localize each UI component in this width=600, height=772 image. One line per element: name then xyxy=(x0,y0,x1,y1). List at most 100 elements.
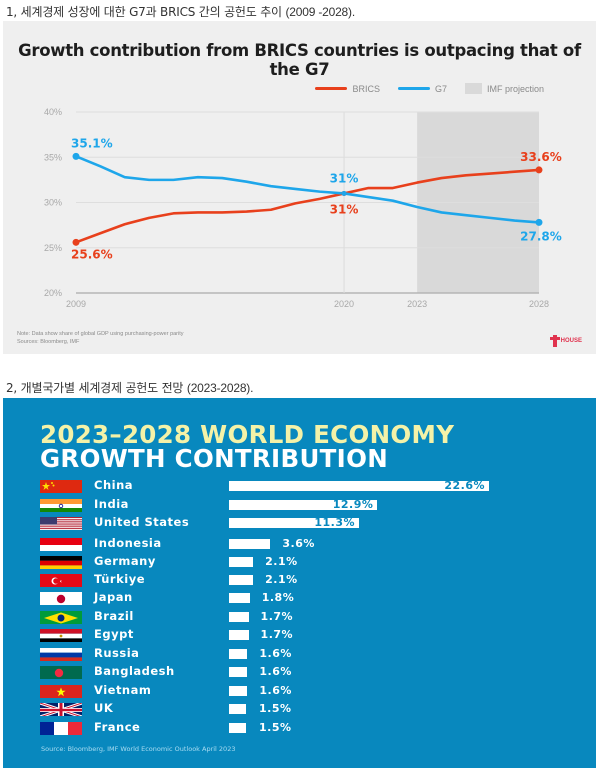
bar-value-label: 2.1% xyxy=(265,555,298,568)
annotation-brics-2020: 31% xyxy=(330,202,359,216)
bar-value-label: 1.5% xyxy=(259,702,292,715)
data-point-g7-2028 xyxy=(535,218,543,226)
bar-row-bangladesh: Bangladesh 1.6% xyxy=(3,663,596,681)
legend-label-brics: BRICS xyxy=(352,83,380,94)
legend-swatch-brics xyxy=(315,87,348,90)
chart1-notes: Note: Data show share of global GDP usin… xyxy=(17,330,184,346)
france-flag-icon xyxy=(40,721,82,735)
data-point-brics-2028 xyxy=(535,166,543,174)
legend-item-projection: IMF projection xyxy=(464,83,544,94)
bar-value-label: 1.8% xyxy=(261,591,295,604)
chart1-sources: Sources: Bloomberg, IMF xyxy=(17,339,80,345)
legend-label-projection: IMF projection xyxy=(486,83,544,94)
bar xyxy=(229,612,249,622)
bar xyxy=(229,686,248,696)
y-tick-label: 30% xyxy=(44,198,62,208)
annotation-brics-2028: 33.6% xyxy=(520,150,562,164)
country-label: Brazil xyxy=(94,609,134,623)
usa-flag-icon xyxy=(40,516,82,530)
russia-flag-icon xyxy=(40,647,82,661)
chart1-note: Note: Data show share of global GDP usin… xyxy=(17,331,184,337)
turkiye-flag-icon xyxy=(40,573,82,587)
annotation-g7-2028: 27.8% xyxy=(520,229,562,243)
bar-row-brazil: Brazil 1.7% xyxy=(3,608,596,626)
bar xyxy=(229,630,249,640)
chart2-source: Source: Bloomberg, IMF World Economic Ou… xyxy=(41,745,236,753)
legend-label-g7: G7 xyxy=(434,83,447,94)
country-label: Türkiye xyxy=(94,572,145,586)
bar xyxy=(229,500,378,510)
x-tick-label: 2028 xyxy=(529,299,549,309)
series-line-g7 xyxy=(74,155,541,224)
bar xyxy=(229,593,250,603)
bar-value-label: 1.6% xyxy=(259,684,292,697)
chart2-title-line2: GROWTH CONTRIBUTION xyxy=(40,444,389,473)
bar-row-russia: Russia 1.6% xyxy=(3,645,596,663)
annotation-g7-2009: 35.1% xyxy=(71,136,113,150)
bar-value-label: 3.6% xyxy=(282,537,315,550)
house-logo-text: HOUSE xyxy=(560,338,582,344)
bar-value-label: 2.1% xyxy=(265,573,298,586)
india-flag-icon xyxy=(40,498,82,512)
house-logo: HOUSE xyxy=(549,335,582,347)
bar-value-label: 12.9% xyxy=(332,498,374,511)
country-label: Egypt xyxy=(94,627,134,641)
bar xyxy=(229,704,247,714)
y-tick-label: 35% xyxy=(44,152,62,162)
country-label: France xyxy=(94,720,141,734)
x-tick-label: 2020 xyxy=(334,299,354,309)
bar-row-egypt: Egypt 1.7% xyxy=(3,626,596,644)
country-label: Vietnam xyxy=(94,683,152,697)
y-tick-label: 20% xyxy=(44,288,62,298)
bar-value-label: 1.7% xyxy=(260,628,294,641)
egypt-flag-icon xyxy=(40,628,82,642)
bar-value-label: 1.6% xyxy=(259,665,292,678)
y-tick-label: 40% xyxy=(44,107,62,117)
bar-row-uk: UK 1.5% xyxy=(3,700,596,718)
series-line-brics xyxy=(74,168,541,244)
bar xyxy=(229,649,248,659)
bar-row-france: France 1.5% xyxy=(3,719,596,737)
brics-g7-line-chart: Growth contribution from BRICS countries… xyxy=(3,21,596,354)
x-tick-label: 2009 xyxy=(66,299,86,309)
caption-chart1-text: 1, 세계경제 성장에 대한 G7과 BRICS 간의 공헌도 추이 xyxy=(6,5,282,19)
country-label: Germany xyxy=(94,554,156,568)
data-point-brics-2009 xyxy=(72,238,80,246)
bar-row-china: China 22.6% xyxy=(3,477,596,495)
data-point-g7-2020 xyxy=(341,190,347,196)
country-label: Bangladesh xyxy=(94,664,175,678)
japan-flag-icon xyxy=(40,591,82,605)
bar-row-united-states: United States 11.3% xyxy=(3,514,596,532)
house-logo-icon xyxy=(549,335,560,347)
germany-flag-icon xyxy=(40,555,82,569)
chart1-legend: BRICS G7 IMF projection xyxy=(297,83,544,94)
bar-value-label: 1.5% xyxy=(259,721,292,734)
uk-flag-icon xyxy=(40,702,82,716)
bar xyxy=(229,539,271,549)
bar xyxy=(229,575,254,585)
bar-row-t-rkiye: Türkiye 2.1% xyxy=(3,571,596,589)
country-label: China xyxy=(94,478,134,492)
bar-row-japan: Japan 1.8% xyxy=(3,589,596,607)
china-flag-icon xyxy=(40,479,82,493)
caption-chart1-range: (2009 -2028). xyxy=(285,5,356,19)
chart2-title-line1: 2023–2028 WORLD ECONOMY xyxy=(40,420,455,449)
country-label: Indonesia xyxy=(94,536,162,550)
bar xyxy=(229,723,247,733)
indonesia-flag-icon xyxy=(40,537,82,551)
country-label: India xyxy=(94,497,129,511)
bar-row-vietnam: Vietnam 1.6% xyxy=(3,682,596,700)
chart1-plot: 20% 25% 30% 35% 40% 2009 2020 2023 2028 35.1% 25.6… xyxy=(44,107,562,309)
legend-item-g7: G7 xyxy=(397,83,447,94)
bar-row-india: India 12.9% xyxy=(3,496,596,514)
world-growth-bar-chart: 2023–2028 WORLD ECONOMY GROWTH CONTRIBUT… xyxy=(3,398,596,768)
y-tick-label: 25% xyxy=(44,243,62,253)
caption-chart2-text: 2, 개별국가별 세계경제 공헌도 전망 xyxy=(6,381,184,395)
annotation-brics-2009: 25.6% xyxy=(71,247,113,261)
bar xyxy=(229,667,248,677)
vietnam-flag-icon xyxy=(40,684,82,698)
bar xyxy=(229,481,489,491)
brazil-flag-icon xyxy=(40,610,82,624)
country-label: United States xyxy=(94,515,190,529)
data-point-g7-2009 xyxy=(72,152,80,160)
